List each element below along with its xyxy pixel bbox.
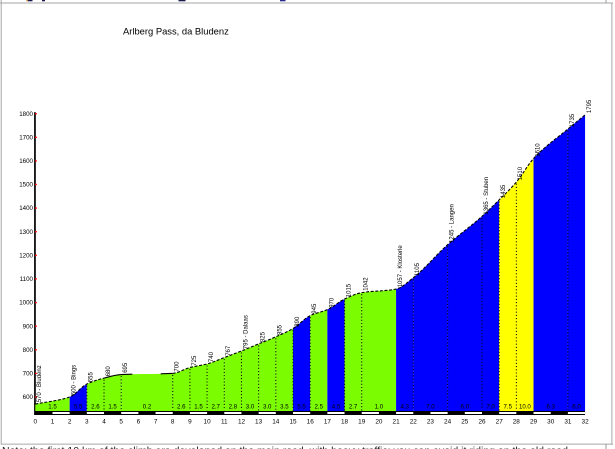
svg-text:600: 600 (23, 394, 34, 401)
svg-text:28: 28 (513, 419, 521, 426)
svg-text:655: 655 (89, 372, 95, 383)
svg-text:1015: 1015 (346, 283, 352, 297)
svg-text:1365 - Stuben: 1365 - Stuben (484, 177, 490, 215)
svg-text:26: 26 (478, 419, 486, 426)
svg-text:7.5: 7.5 (504, 404, 513, 411)
svg-text:855: 855 (278, 324, 284, 335)
svg-text:27: 27 (496, 419, 504, 426)
svg-text:1.0: 1.0 (375, 404, 384, 411)
svg-text:1200: 1200 (19, 252, 33, 259)
svg-text:2.7: 2.7 (211, 404, 220, 411)
svg-text:13: 13 (255, 419, 263, 426)
svg-text:725: 725 (192, 355, 198, 366)
svg-text:6.0: 6.0 (461, 404, 470, 411)
svg-text:29: 29 (530, 419, 538, 426)
svg-text:6: 6 (137, 419, 141, 426)
svg-text:19: 19 (358, 419, 366, 426)
svg-text:795 - Dalaas: 795 - Dalaas (243, 315, 249, 349)
svg-text:1: 1 (51, 419, 55, 426)
svg-text:2.5: 2.5 (315, 404, 324, 411)
svg-text:15: 15 (289, 419, 297, 426)
svg-text:8: 8 (171, 419, 175, 426)
svg-text:0: 0 (34, 419, 38, 426)
svg-text:1245 - Langen: 1245 - Langen (450, 204, 456, 243)
svg-text:1735: 1735 (570, 113, 576, 127)
svg-text:31: 31 (564, 419, 572, 426)
svg-text:3.5: 3.5 (280, 404, 289, 411)
svg-text:6.3: 6.3 (546, 404, 555, 411)
svg-text:5.5: 5.5 (74, 404, 83, 411)
svg-text:900: 900 (23, 323, 34, 330)
svg-text:700: 700 (23, 371, 34, 378)
svg-text:1510: 1510 (518, 166, 524, 180)
svg-text:1800: 1800 (19, 111, 33, 118)
svg-text:2.6: 2.6 (177, 404, 186, 411)
svg-text:22: 22 (410, 419, 418, 426)
svg-text:1.5: 1.5 (108, 404, 117, 411)
svg-text:17: 17 (324, 419, 332, 426)
svg-text:1042: 1042 (364, 277, 370, 291)
svg-text:25: 25 (461, 419, 469, 426)
svg-text:1700: 1700 (19, 134, 33, 141)
svg-text:14: 14 (272, 419, 280, 426)
svg-text:16: 16 (307, 419, 315, 426)
svg-text:2.6: 2.6 (91, 404, 100, 411)
svg-text:5: 5 (119, 419, 123, 426)
svg-text:1.5: 1.5 (194, 404, 203, 411)
svg-text:4: 4 (102, 419, 106, 426)
svg-text:800: 800 (23, 347, 34, 354)
svg-text:1300: 1300 (19, 229, 33, 236)
svg-text:3.0: 3.0 (246, 404, 255, 411)
svg-text:570 - Bludenz: 570 - Bludenz (37, 365, 43, 402)
svg-text:6.0: 6.0 (572, 404, 581, 411)
svg-text:1100: 1100 (20, 276, 34, 283)
svg-text:5.5: 5.5 (297, 404, 306, 411)
svg-text:30: 30 (547, 419, 555, 426)
svg-text:23: 23 (427, 419, 435, 426)
svg-text:7.0: 7.0 (486, 404, 495, 411)
svg-text:0.2: 0.2 (143, 404, 152, 411)
svg-text:21: 21 (393, 419, 401, 426)
svg-text:680: 680 (106, 366, 112, 377)
svg-text:970: 970 (329, 297, 335, 308)
svg-text:695: 695 (123, 362, 129, 373)
svg-text:890: 890 (295, 316, 301, 327)
svg-text:825: 825 (261, 331, 267, 342)
svg-text:1057 - Klosterle: 1057 - Klosterle (398, 245, 404, 288)
svg-text:7: 7 (154, 419, 158, 426)
svg-text:1610: 1610 (535, 143, 541, 157)
svg-text:1105: 1105 (415, 262, 421, 276)
svg-text:4.3: 4.3 (400, 404, 409, 411)
svg-text:2.8: 2.8 (229, 404, 238, 411)
svg-text:1500: 1500 (19, 182, 33, 189)
svg-text:Note: the first 10 km of the c: Note: the first 10 km of the climb are d… (2, 445, 571, 449)
svg-text:1000: 1000 (19, 300, 33, 307)
svg-text:3.0: 3.0 (263, 404, 272, 411)
svg-text:20: 20 (375, 419, 383, 426)
svg-text:1400: 1400 (19, 205, 33, 212)
svg-text:18: 18 (341, 419, 349, 426)
svg-text:2.7: 2.7 (349, 404, 358, 411)
svg-text:10.0: 10.0 (519, 404, 531, 411)
svg-text:32: 32 (582, 419, 590, 426)
svg-text:1.5: 1.5 (48, 404, 57, 411)
svg-text:24: 24 (444, 419, 452, 426)
svg-text:740: 740 (209, 351, 215, 362)
svg-text:1600: 1600 (19, 158, 33, 165)
svg-text:3: 3 (85, 419, 89, 426)
svg-text:Arlberg Pass, da Bludenz: Arlberg Pass, da Bludenz (123, 26, 229, 37)
svg-text:2: 2 (68, 419, 72, 426)
svg-text:1435: 1435 (501, 184, 507, 198)
svg-text:10: 10 (204, 419, 212, 426)
svg-text:4.5: 4.5 (332, 404, 341, 411)
svg-text:1795: 1795 (587, 99, 593, 113)
svg-text:700: 700 (175, 361, 181, 372)
svg-text:11: 11 (221, 419, 228, 426)
svg-text:9: 9 (188, 419, 192, 426)
svg-text:600 - Bings: 600 - Bings (72, 365, 78, 395)
svg-text:767: 767 (226, 345, 232, 356)
svg-text:945: 945 (312, 303, 318, 314)
svg-text:7.0: 7.0 (426, 404, 435, 411)
svg-text:12: 12 (238, 419, 246, 426)
